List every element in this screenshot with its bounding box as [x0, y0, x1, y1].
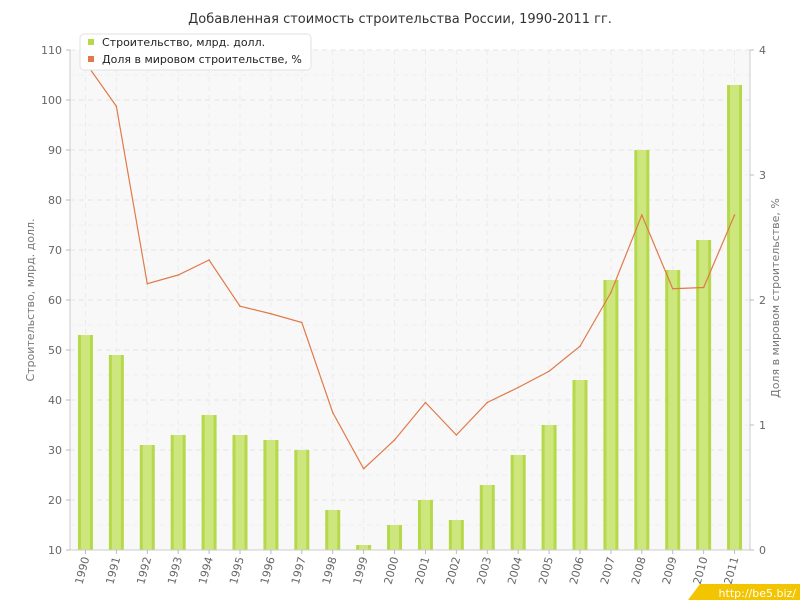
line-point-2006	[579, 345, 581, 348]
chart-title: Добавленная стоимость строительства Росс…	[188, 12, 612, 27]
bar-highlight-2009	[668, 270, 678, 550]
y-tick-label: 50	[48, 344, 62, 357]
line-point-1998	[331, 411, 334, 414]
y-tick-label: 110	[41, 44, 62, 57]
bar-highlight-1991	[111, 355, 121, 550]
bar-highlight-1993	[173, 435, 183, 550]
y2-tick-label: 4	[759, 44, 766, 57]
y-tick-label: 60	[48, 294, 62, 307]
bar-highlight-2000	[390, 525, 400, 550]
bar-highlight-2010	[699, 240, 709, 550]
bar-highlight-2005	[544, 425, 554, 550]
line-point-2009	[671, 287, 674, 290]
bar-highlight-2002	[451, 520, 461, 550]
y-tick-label: 90	[48, 144, 62, 157]
bar-highlight-2008	[637, 150, 647, 550]
bar-highlight-1990	[80, 335, 90, 550]
line-point-1991	[115, 105, 118, 108]
line-point-2002	[455, 434, 458, 436]
y-tick-label: 70	[48, 244, 62, 257]
bar-highlight-1999	[359, 545, 369, 550]
watermark-badge	[688, 584, 800, 600]
left-axis-ticks: 10 20 30 40 50 60 70 80 90 100 110	[41, 44, 70, 557]
line-point-2008	[641, 214, 643, 216]
y-tick-label: 30	[48, 444, 62, 457]
legend-box	[79, 33, 312, 71]
line-point-2010	[702, 286, 705, 289]
y2-tick-label: 1	[759, 419, 766, 432]
bar-highlight-2001	[420, 500, 430, 550]
y-axis-title: Строительство, млрд. долл.	[24, 218, 37, 381]
y2-tick-label: 0	[759, 544, 766, 557]
bar-highlight-2011	[730, 85, 740, 550]
bar-highlight-1998	[328, 510, 338, 550]
line-point-2004	[517, 386, 519, 389]
line-point-2011	[733, 214, 736, 216]
legend-swatch-line	[88, 56, 94, 62]
y-tick-label: 100	[41, 94, 62, 107]
line-point-1996	[270, 312, 272, 315]
bar-highlight-2003	[482, 485, 492, 550]
bar-highlight-1997	[297, 450, 307, 550]
y-tick-label: 10	[48, 544, 62, 557]
bar-series	[77, 85, 743, 550]
line-point-1992	[146, 282, 149, 285]
line-point-2007	[610, 291, 612, 294]
line-point-2001	[424, 401, 427, 404]
bar-highlight-1995	[235, 435, 245, 550]
watermark-link[interactable]: http://be5.biz/	[719, 587, 797, 600]
bar-highlight-1996	[266, 440, 276, 550]
line-point-2005	[548, 370, 550, 373]
y2-axis-title: Доля в мировом строительстве, %	[769, 198, 782, 398]
line-share	[84, 62, 736, 470]
legend-label-bar: Строительство, млрд. долл.	[102, 36, 265, 49]
y2-tick-label: 3	[759, 169, 766, 182]
y-tick-label: 40	[48, 394, 62, 407]
line-point-1999	[362, 467, 365, 470]
bar-highlight-2007	[606, 280, 616, 550]
line-point-2000	[393, 439, 396, 441]
line-series	[84, 61, 736, 470]
line-point-2003	[486, 401, 489, 404]
line-point-1997	[301, 321, 303, 324]
bar-highlight-1994	[204, 415, 214, 550]
y-tick-label: 20	[48, 494, 62, 507]
bar-highlight-2006	[575, 380, 585, 550]
bar-highlight-1992	[142, 445, 152, 550]
y2-tick-label: 2	[759, 294, 766, 307]
watermark[interactable]: http://be5.biz/	[688, 584, 800, 600]
right-axis-ticks: 0 1 2 3 4	[750, 44, 766, 557]
y-tick-label: 80	[48, 194, 62, 207]
legend: Строительство, млрд. долл. Доля в мирово…	[79, 33, 312, 71]
line-point-1995	[239, 305, 241, 308]
line-point-1993	[177, 274, 179, 276]
line-point-1994	[208, 259, 210, 261]
bar-highlight-2004	[513, 455, 523, 550]
legend-label-line: Доля в мировом строительстве, %	[102, 53, 302, 66]
legend-swatch-bar	[88, 39, 94, 45]
